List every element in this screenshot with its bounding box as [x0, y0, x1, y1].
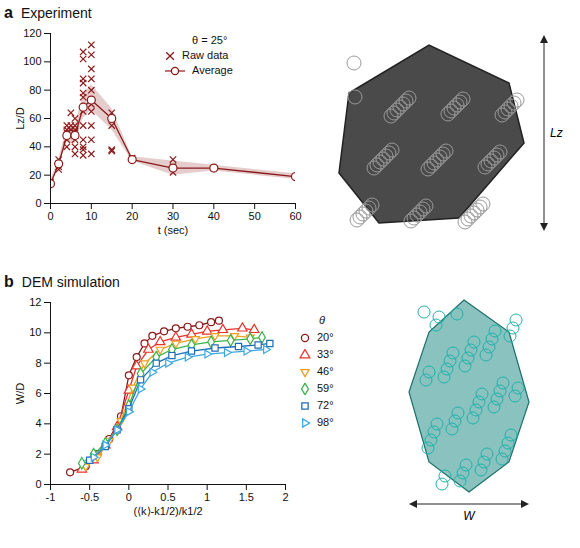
html-text:b: b: [4, 273, 14, 290]
svg-text:60: 60: [29, 112, 41, 124]
svg-text:-1: -1: [46, 491, 56, 503]
svg-text:1: 1: [204, 491, 210, 503]
svg-text:60: 60: [289, 210, 301, 222]
html-text:33°: 33°: [317, 348, 334, 360]
svg-text:Lz/D: Lz/D: [14, 107, 26, 130]
svg-text:0.5: 0.5: [160, 491, 175, 503]
html-text:59°: 59°: [317, 382, 334, 394]
svg-text:20: 20: [29, 169, 41, 181]
svg-text:2: 2: [35, 448, 41, 460]
svg-text:0: 0: [35, 478, 41, 490]
svg-text:0: 0: [35, 197, 41, 209]
svg-text:4: 4: [35, 417, 41, 429]
html-text:θ = 25°: θ = 25°: [192, 34, 228, 46]
svg-text:6: 6: [35, 387, 41, 399]
html-text:DEM simulation: DEM simulation: [21, 274, 120, 290]
svg-text:0: 0: [126, 491, 132, 503]
svg-text:12: 12: [29, 296, 41, 308]
svg-text:10: 10: [85, 210, 97, 222]
svg-text:-0.5: -0.5: [80, 491, 99, 503]
html-text:46°: 46°: [317, 365, 334, 377]
html-text:Experiment: Experiment: [20, 5, 92, 21]
html-text:20°: 20°: [317, 331, 334, 343]
svg-text:W: W: [463, 509, 476, 523]
svg-text:10: 10: [29, 326, 41, 338]
html-text:θ: θ: [319, 314, 325, 326]
svg-text:t (sec): t (sec): [158, 224, 189, 236]
html-text:72°: 72°: [317, 399, 334, 411]
svg-text:50: 50: [249, 210, 261, 222]
svg-text:W/D: W/D: [14, 383, 26, 404]
svg-text:40: 40: [29, 140, 41, 152]
svg-text:(⟨k⟩-k1/2)/k1/2: (⟨k⟩-k1/2)/k1/2: [133, 505, 202, 517]
html-text:Average: Average: [192, 64, 233, 76]
svg-text:80: 80: [29, 84, 41, 96]
html-text:Raw data: Raw data: [182, 49, 229, 61]
svg-text:100: 100: [23, 55, 41, 67]
html-text:98°: 98°: [317, 416, 334, 428]
svg-text:2: 2: [282, 491, 288, 503]
svg-text:20: 20: [126, 210, 138, 222]
svg-text:30: 30: [167, 210, 179, 222]
svg-text:40: 40: [208, 210, 220, 222]
html-text:a: a: [4, 4, 13, 21]
svg-text:120: 120: [23, 27, 41, 39]
svg-text:Lz: Lz: [550, 126, 563, 140]
svg-text:1.5: 1.5: [239, 491, 254, 503]
svg-text:8: 8: [35, 357, 41, 369]
svg-text:0: 0: [47, 210, 53, 222]
